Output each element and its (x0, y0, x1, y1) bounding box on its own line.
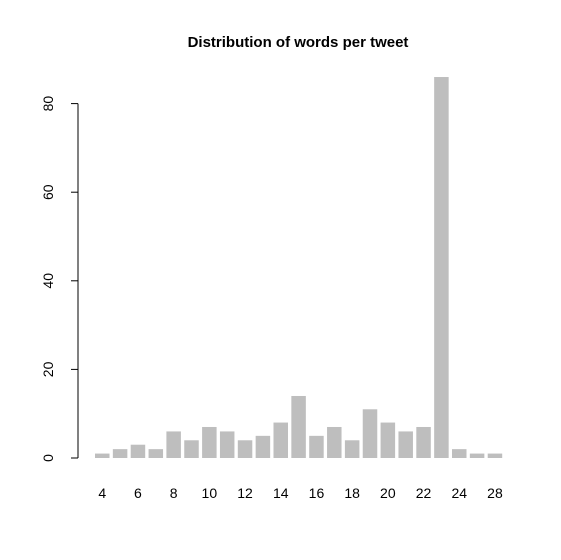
bars-group (95, 77, 503, 459)
bar-16 (309, 435, 324, 458)
bar-27 (469, 453, 485, 458)
bar-22 (416, 426, 431, 458)
x-tick-label-12: 12 (237, 485, 253, 501)
bar-10 (202, 426, 217, 458)
bar-13 (255, 435, 271, 458)
x-tick-label-18: 18 (344, 485, 360, 501)
bar-28 (487, 453, 503, 458)
y-tick-label-20: 20 (40, 361, 56, 377)
bar-14 (273, 422, 288, 458)
x-tick-label-14: 14 (273, 485, 289, 501)
x-tick-label-20: 20 (380, 485, 396, 501)
y-tick-label-0: 0 (40, 454, 56, 462)
bar-11 (219, 431, 235, 458)
bar-21 (398, 431, 413, 458)
x-tick-label-28: 28 (487, 485, 503, 501)
bar-19 (362, 409, 378, 458)
y-tick-label-60: 60 (40, 184, 56, 200)
x-tick-label-8: 8 (170, 485, 178, 501)
bar-5 (112, 449, 128, 458)
bar-8 (166, 431, 181, 458)
bar-12 (237, 440, 253, 458)
bar-9 (184, 440, 199, 458)
x-tick-label-22: 22 (416, 485, 432, 501)
y-tick-label-80: 80 (40, 96, 56, 112)
bar-17 (327, 426, 342, 458)
bar-6 (130, 444, 146, 458)
x-tick-label-4: 4 (98, 485, 106, 501)
x-tick-label-10: 10 (202, 485, 218, 501)
x-tick-label-6: 6 (134, 485, 142, 501)
bar-7 (148, 449, 164, 458)
bar-18 (344, 440, 360, 458)
bar-24 (452, 449, 467, 458)
bar-4 (95, 453, 110, 458)
y-axis: 0 20 40 60 80 (40, 96, 79, 462)
bar-20 (380, 422, 396, 458)
x-tick-label-16: 16 (309, 485, 325, 501)
bar-23 (434, 77, 449, 459)
chart-title: Distribution of words per tweet (188, 34, 409, 51)
x-axis-labels: 4 6 8 10 12 14 16 18 20 22 24 28 (98, 485, 503, 501)
y-tick-label-40: 40 (40, 273, 56, 289)
x-tick-label-24: 24 (451, 485, 467, 501)
bar-15 (291, 395, 306, 458)
